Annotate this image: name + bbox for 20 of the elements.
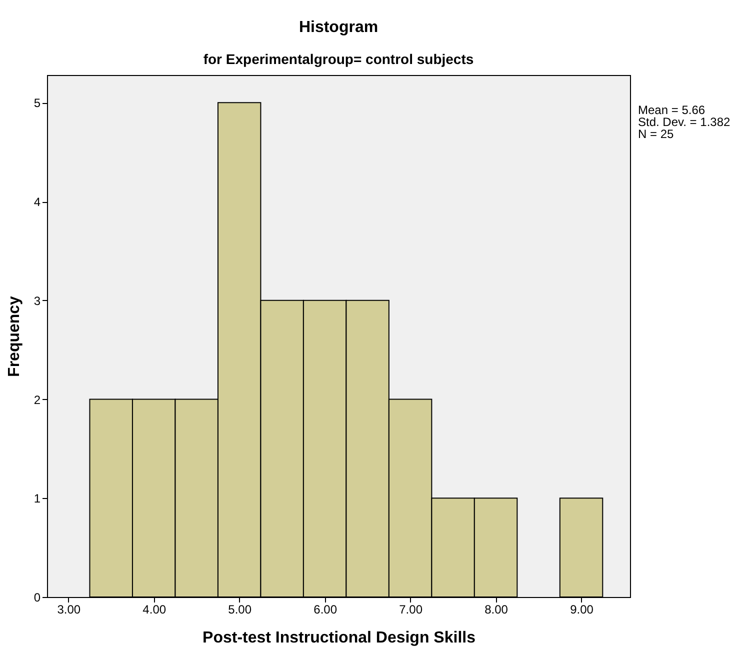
y-tick-label: 5 bbox=[34, 96, 41, 110]
x-tick-label: 7.00 bbox=[399, 602, 423, 616]
x-tick-label: 5.00 bbox=[228, 602, 252, 616]
y-axis-title: Frequency bbox=[6, 296, 23, 377]
y-tick-label: 3 bbox=[34, 294, 41, 308]
x-tick-label: 4.00 bbox=[142, 602, 166, 616]
x-tick-label: 9.00 bbox=[570, 602, 594, 616]
x-tick-label: 6.00 bbox=[314, 602, 338, 616]
x-axis-title: Post-test Instructional Design Skills bbox=[202, 630, 476, 646]
x-tick-label: 8.00 bbox=[484, 602, 508, 616]
text: Mean = 5.66 bbox=[638, 103, 706, 117]
text: Std. Dev. = 1.382 bbox=[638, 115, 730, 129]
x-tick-label: 3.00 bbox=[57, 602, 81, 616]
chart-subtitle: for Experimentalgroup= control subjects bbox=[203, 51, 474, 67]
y-tick-label: 4 bbox=[34, 195, 41, 210]
y-tick-label: 0 bbox=[34, 590, 41, 604]
chart-title: Histogram bbox=[298, 19, 378, 36]
text: N = 25 bbox=[638, 127, 674, 141]
y-tick-label: 2 bbox=[34, 392, 41, 407]
y-tick-label: 1 bbox=[34, 492, 41, 506]
